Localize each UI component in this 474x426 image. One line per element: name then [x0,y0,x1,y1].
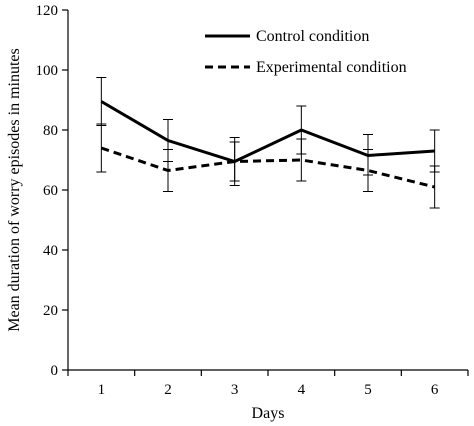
y-tick-label: 20 [43,303,58,319]
y-tick-label: 80 [43,123,58,139]
legend-label-experimental: Experimental condition [256,59,407,76]
y-tick-label: 60 [43,183,58,199]
legend-label-control: Control condition [256,28,369,45]
series-lines [100,100,436,189]
x-tick-label: 1 [98,382,106,398]
y-tick-label: 120 [36,3,59,19]
series-line-experimental [100,146,436,189]
x-axis-label: Days [252,405,285,422]
x-tick-label: 2 [164,382,172,398]
y-axis-label: Mean duration of worry episodes in minut… [6,48,23,332]
x-tick-label: 5 [364,382,372,398]
x-tick-label: 3 [231,382,239,398]
y-tick-label: 40 [43,243,58,259]
y-tick-label: 100 [36,63,59,79]
y-tick-label: 0 [51,363,59,379]
y-ticks: 0 20 40 60 80 100 120 [36,3,68,379]
x-ticks: 1 2 3 4 5 6 [67,370,469,398]
series-line-control [100,100,435,164]
legend: Control condition Experimental condition [205,28,407,76]
x-tick-label: 4 [298,382,306,398]
error-bars [96,77,440,209]
x-tick-label: 6 [431,382,439,398]
error-bar-experimental [296,138,307,182]
